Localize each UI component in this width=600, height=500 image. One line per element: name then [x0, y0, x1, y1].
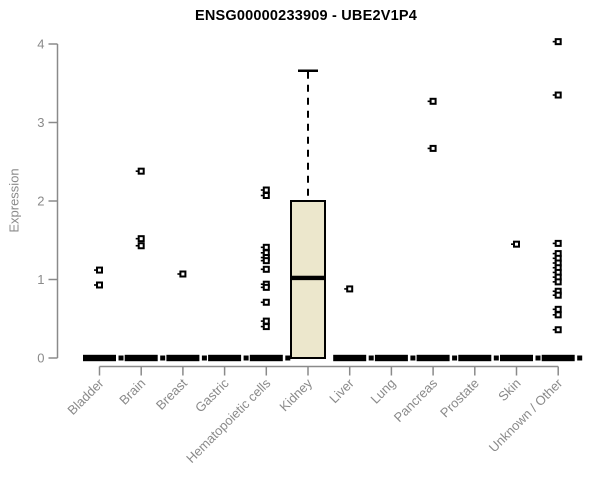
collapsed-box-cap-gastric: [243, 355, 249, 361]
collapsed-box-gastric: [208, 354, 242, 362]
collapsed-box-liver: [333, 354, 367, 362]
collapsed-box-cap-unknown-other: [577, 355, 583, 361]
collapsed-box-prostate: [458, 354, 492, 362]
collapsed-box-cap-brain: [160, 355, 166, 361]
x-tick-label-breast: Breast: [153, 375, 190, 412]
collapsed-box-cap-breast: [201, 355, 207, 361]
outlier-point-brain: [137, 167, 145, 175]
outlier-point-hematopoietic-cells: [262, 186, 270, 194]
x-tick-label-kidney: Kidney: [276, 375, 315, 414]
outlier-point-unknown-other: [554, 326, 562, 334]
outlier-point-hematopoietic-cells: [262, 317, 270, 325]
collapsed-box-bladder: [83, 354, 116, 362]
outlier-point-unknown-other: [554, 291, 562, 299]
outlier-point-unknown-other: [554, 239, 562, 247]
outlier-point-unknown-other: [554, 305, 562, 313]
x-tick-label-skin: Skin: [495, 376, 523, 404]
outlier-point-skin: [513, 240, 520, 248]
outlier-point-hematopoietic-cells: [262, 265, 270, 273]
collapsed-box-cap-lung: [410, 355, 416, 361]
outlier-point-breast: [179, 270, 187, 278]
outlier-point-hematopoietic-cells: [262, 323, 270, 331]
outlier-point-unknown-other: [554, 278, 562, 286]
x-tick-label-brain: Brain: [116, 376, 148, 408]
collapsed-box-cap-pancreas: [452, 355, 458, 361]
outlier-point-hematopoietic-cells: [262, 257, 270, 265]
collapsed-box-brain: [124, 354, 158, 362]
outlier-point-bladder: [96, 281, 103, 289]
outlier-point-unknown-other: [554, 311, 562, 319]
outlier-point-brain: [137, 235, 145, 243]
collapsed-box-cap-hematopoietic-cells: [285, 355, 291, 361]
outlier-point-unknown-other: [554, 38, 562, 46]
outlier-point-bladder: [96, 266, 103, 274]
collapsed-box-cap-liver: [368, 355, 374, 361]
y-tick-label: 0: [37, 351, 44, 366]
outlier-point-hematopoietic-cells: [262, 283, 270, 291]
median-line-kidney: [291, 275, 325, 281]
outlier-point-pancreas: [429, 144, 437, 152]
y-tick-label: 3: [37, 115, 44, 130]
collapsed-box-skin: [500, 354, 533, 362]
outlier-point-liver: [346, 285, 354, 293]
x-tick-label-pancreas: Pancreas: [391, 375, 441, 425]
x-tick-label-unknown-other: Unknown / Other: [486, 375, 566, 455]
y-tick-label: 2: [37, 194, 44, 209]
collapsed-box-lung: [374, 354, 408, 362]
outlier-point-hematopoietic-cells: [262, 298, 270, 306]
y-tick-label: 1: [37, 272, 44, 287]
x-tick-label-prostate: Prostate: [437, 376, 482, 421]
collapsed-box-pancreas: [416, 354, 450, 362]
chart-title: ENSG00000233909 - UBE2V1P4: [194, 8, 418, 24]
collapsed-box-cap-bladder: [118, 355, 124, 361]
x-tick-label-gastric: Gastric: [192, 375, 232, 415]
x-tick-label-bladder: Bladder: [64, 375, 107, 418]
outlier-point-brain: [137, 242, 145, 250]
x-tick-label-liver: Liver: [326, 375, 357, 406]
collapsed-box-cap-prostate: [493, 355, 499, 361]
collapsed-box-breast: [166, 354, 200, 362]
x-tick-label-lung: Lung: [367, 376, 398, 407]
collapsed-box-unknown-other: [541, 354, 575, 362]
outlier-point-unknown-other: [554, 91, 562, 99]
outlier-point-pancreas: [429, 97, 437, 105]
outlier-point-hematopoietic-cells: [262, 243, 270, 251]
outlier-point-hematopoietic-cells: [262, 192, 270, 200]
collapsed-box-cap-skin: [535, 355, 541, 361]
collapsed-box-hematopoietic-cells: [249, 354, 283, 362]
y-tick-label: 4: [37, 37, 44, 52]
